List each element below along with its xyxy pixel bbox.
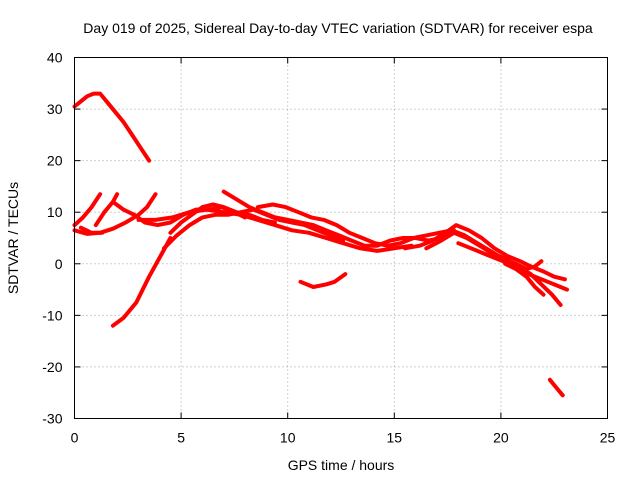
series-line-satellite-arc-8 xyxy=(136,207,414,253)
x-tick-label: 25 xyxy=(600,430,616,446)
series-line-satellite-arc-5 xyxy=(78,225,105,235)
y-tick-label: -30 xyxy=(42,411,62,427)
series-line-satellite-arc-17 xyxy=(524,259,544,271)
y-tick-label: -10 xyxy=(42,307,62,323)
x-tick-label: 10 xyxy=(280,430,296,446)
y-tick-label: 20 xyxy=(47,153,63,169)
y-tick-label: -20 xyxy=(42,359,62,375)
x-axis-label: GPS time / hours xyxy=(288,457,395,473)
series-line-satellite-arc-1 xyxy=(72,91,152,163)
x-tick-label: 5 xyxy=(177,430,185,446)
series-line-satellite-arc-6 xyxy=(110,236,173,328)
series-line-satellite-arc-18 xyxy=(298,272,348,289)
series-line-satellite-arc-10 xyxy=(168,202,277,235)
y-tick-label: 0 xyxy=(55,256,63,272)
series-line-satellite-arc-12 xyxy=(255,202,529,271)
chart-title: Day 019 of 2025, Sidereal Day-to-day VTE… xyxy=(83,20,593,36)
grid-lines xyxy=(74,57,608,419)
plot-frame xyxy=(74,57,608,419)
y-tick-label: 30 xyxy=(47,101,63,117)
series-line-satellite-arc-19 xyxy=(547,377,565,398)
x-tick-label: 0 xyxy=(71,430,79,446)
y-tick-label: 40 xyxy=(47,50,63,66)
series-line-satellite-arc-2 xyxy=(72,192,103,228)
y-tick-label: 10 xyxy=(47,204,63,220)
series-line-satellite-arc-14 xyxy=(424,230,563,307)
x-tick-label: 15 xyxy=(387,430,403,446)
y-axis-label: SDTVAR / TECUs xyxy=(5,182,21,294)
series-line-satellite-arc-4 xyxy=(93,192,120,228)
x-tick-label: 20 xyxy=(493,430,509,446)
series-layer xyxy=(72,91,569,398)
axis-ticks: 0 5 10 15 20 25 -30 -20 -10 0 10 20 30 40 xyxy=(42,50,615,446)
series-line-satellite-arc-16 xyxy=(503,261,546,297)
series-line-satellite-arc-13 xyxy=(403,223,567,282)
